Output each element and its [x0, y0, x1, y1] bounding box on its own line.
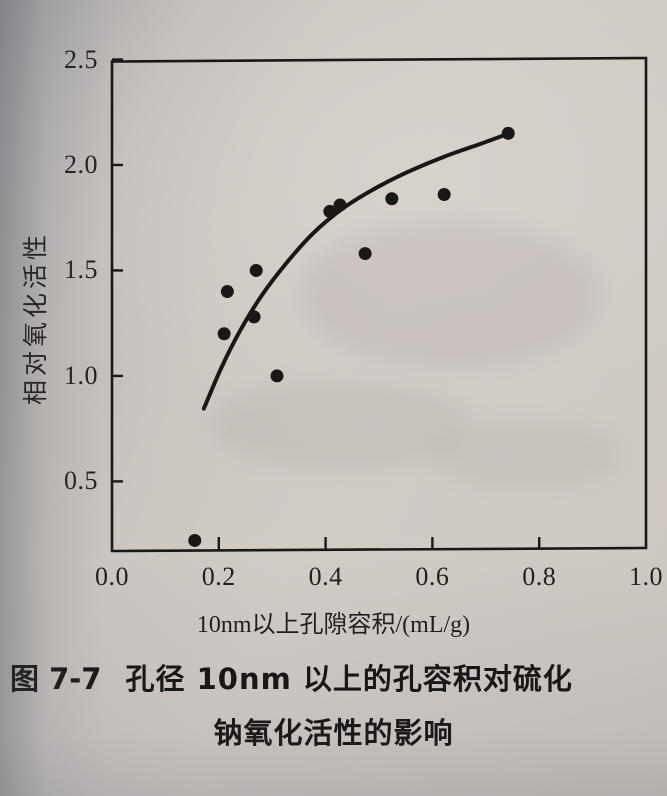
- y-axis-title: 相对氧化活性: [23, 231, 50, 406]
- trend-curve: [201, 131, 511, 411]
- data-point: [188, 533, 202, 547]
- caption-text-1: 孔径 10nm 以上的孔容积对硫化: [125, 662, 573, 696]
- data-point: [323, 204, 337, 218]
- data-point: [270, 369, 284, 383]
- x-tick-label: 0.0: [95, 562, 129, 591]
- axis-ticks: [112, 58, 541, 550]
- data-points: [188, 126, 515, 547]
- data-point: [247, 310, 261, 324]
- x-tick-label: 0.4: [308, 562, 343, 591]
- x-tick-label: 1.0: [629, 562, 663, 591]
- data-point: [220, 285, 234, 299]
- data-point: [217, 327, 231, 341]
- data-point: [437, 188, 451, 201]
- y-tick-label: 2.5: [64, 44, 98, 74]
- data-point: [333, 198, 347, 212]
- y-tick-label: 1.5: [64, 255, 98, 285]
- caption-number: 图 7-7: [10, 662, 102, 696]
- plot-frame: [110, 56, 648, 553]
- x-tick-label: 0.6: [415, 562, 450, 591]
- trend-curve-path: [201, 131, 511, 411]
- y-tick-label: 0.5: [64, 466, 98, 496]
- x-tick-label: 0.8: [522, 562, 557, 591]
- data-point: [358, 247, 372, 261]
- data-point: [501, 126, 515, 140]
- x-tick-label: 0.2: [201, 562, 236, 591]
- data-point: [249, 263, 263, 277]
- plot-frame-rect: [110, 56, 648, 553]
- data-point: [385, 192, 399, 206]
- x-axis-title: 10nm以上孔隙容积/(mL/g): [196, 612, 471, 638]
- y-tick-label: 2.0: [64, 149, 98, 179]
- figure-caption: 图 7-7 孔径 10nm 以上的孔容积对硫化 钠氧化活性的影响: [0, 652, 667, 760]
- y-tick-label: 1.0: [64, 360, 98, 390]
- caption-line-1: 图 7-7 孔径 10nm 以上的孔容积对硫化: [0, 652, 667, 706]
- caption-line-2: 钠氧化活性的影响: [213, 716, 454, 750]
